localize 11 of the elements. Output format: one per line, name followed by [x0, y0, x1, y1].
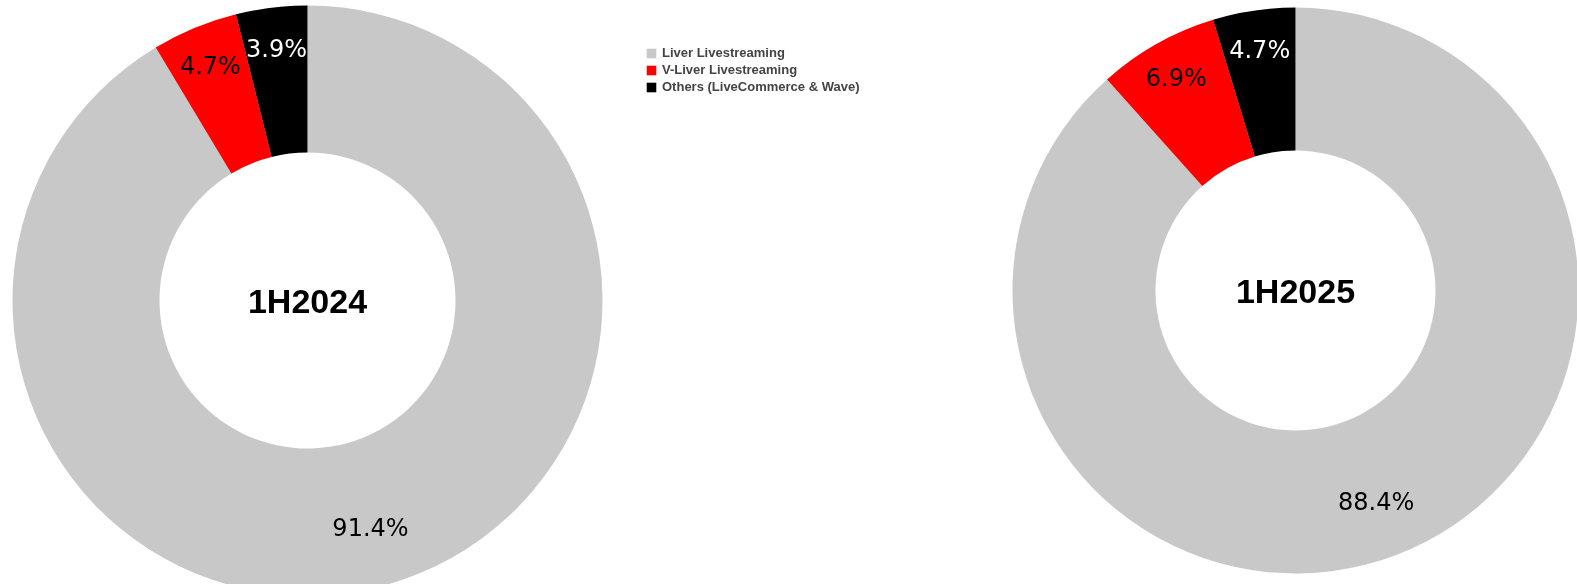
text: 1H2024 — [247, 281, 368, 320]
legend-label: Liver Livestreaming — [662, 45, 785, 60]
legend-label: Others (LiveCommerce & Wave) — [662, 79, 860, 94]
data-label: 91.4% — [332, 513, 409, 542]
data-label: 4.7% — [179, 52, 241, 81]
data-label: 4.7% — [1229, 35, 1291, 64]
data-label: 6.9% — [1145, 64, 1207, 93]
legend-label: V-Liver Livestreaming — [662, 62, 798, 77]
text: 1H2025 — [1235, 271, 1356, 310]
data-label: 3.9% — [246, 34, 307, 63]
data-label: 88.4% — [1338, 488, 1415, 517]
